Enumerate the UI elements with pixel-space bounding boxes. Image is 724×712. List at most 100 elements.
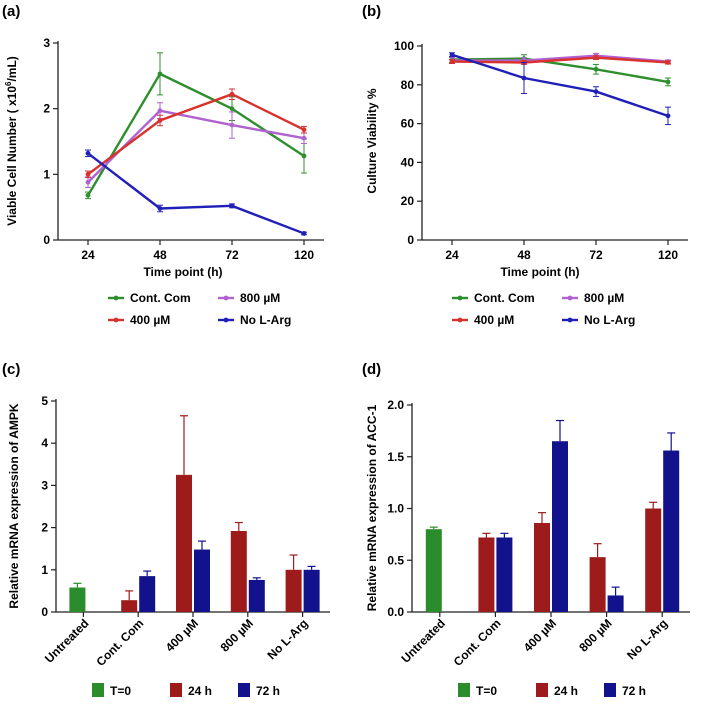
legend-label: 400 µM — [130, 313, 170, 327]
y-tick-label: 1.0 — [387, 502, 404, 516]
y-tick-label: 0 — [43, 233, 50, 247]
data-point — [229, 91, 235, 97]
data-point — [301, 153, 307, 159]
y-axis-label: Viable Cell Number ( x106/mL) — [4, 56, 19, 226]
x-tick-label: 400 µM — [521, 616, 559, 654]
series-line-400 µM — [87, 92, 305, 176]
y-tick-label: 0 — [41, 605, 48, 619]
y-tick-label: 3 — [43, 36, 50, 50]
y-axis-label: Relative mRNA expression of ACC-1 — [365, 404, 379, 611]
bar-24 h-800 µM — [589, 557, 606, 612]
legend-swatch — [604, 683, 616, 697]
y-tick-label: 100 — [394, 39, 414, 53]
legend-label: Cont. Com — [130, 291, 191, 305]
legend-swatch — [536, 683, 548, 697]
x-tick-label: 800 µM — [576, 616, 614, 654]
x-tick-label: 800 µM — [218, 616, 256, 654]
panel-c: (c) 0 1 2 3 4 5 Relative mRNA expression of AM… — [2, 361, 330, 698]
x-tick-label: 24 — [445, 248, 459, 262]
bar-72 h-800 µM — [607, 595, 624, 612]
data-point — [521, 75, 527, 81]
legend-label: 24 h — [554, 684, 578, 698]
bar-72 h-No L-Arg — [663, 450, 680, 612]
x-tick-label: 120 — [658, 248, 678, 262]
x-tick-label: Untreated — [42, 616, 92, 666]
legend-marker — [223, 317, 229, 323]
x-tick-label: No L-Arg — [265, 616, 311, 662]
x-tick-label: 400 µM — [163, 616, 201, 654]
series-line-No L-Arg — [451, 53, 669, 117]
legend-swatch — [92, 683, 104, 697]
y-tick-label: 40 — [401, 155, 415, 169]
y-tick-label: 1 — [43, 167, 50, 181]
y-axis-label: Relative mRNA expression of AMPK — [7, 403, 21, 608]
bar-T=0-Untreated — [425, 529, 442, 612]
legend-label: Cont. Com — [474, 291, 535, 305]
panel-c-label: (c) — [2, 361, 20, 378]
data-point — [593, 66, 599, 72]
x-tick-label: 24 — [81, 248, 95, 262]
bar-24 h-400 µM — [534, 522, 550, 612]
y-tick-label: 2 — [43, 102, 50, 116]
data-point — [665, 60, 671, 65]
bar-72 h-400 µM — [552, 441, 568, 612]
data-point — [301, 127, 307, 133]
bar-72 h-Cont. Com — [496, 537, 513, 612]
panel-d-label: (d) — [362, 361, 381, 378]
panel-a-label: (a) — [2, 3, 20, 20]
legend-marker — [113, 317, 119, 323]
bar-24 h-400 µM — [176, 474, 192, 612]
legend-swatch — [170, 683, 182, 697]
legend-swatch — [458, 683, 470, 697]
legend-label: No L-Arg — [584, 313, 635, 327]
bar-72 h-400 µM — [194, 549, 210, 612]
legend-label: T=0 — [110, 684, 131, 698]
y-tick-label: 1 — [41, 563, 48, 577]
x-tick-label: 48 — [153, 248, 167, 262]
series-line-800 µM — [452, 54, 669, 63]
data-point — [229, 203, 235, 209]
x-tick-label: Cont. Com — [451, 616, 504, 669]
data-point — [157, 108, 163, 114]
x-axis-label: Time point (h) — [143, 265, 222, 279]
bar-24 h-No L-Arg — [285, 569, 302, 612]
legend-marker — [567, 295, 573, 301]
x-tick-label: No L-Arg — [624, 616, 670, 662]
data-point — [301, 231, 307, 236]
y-tick-label: 60 — [401, 117, 415, 131]
bar-24 h-Cont. Com — [478, 537, 495, 612]
y-axis-label-unit: /mL) — [5, 56, 19, 81]
data-point — [449, 52, 455, 58]
x-tick-label: Untreated — [398, 616, 448, 666]
y-tick-label: 20 — [401, 194, 415, 208]
legend-label: No L-Arg — [240, 313, 291, 327]
bar-T=0-Untreated — [69, 587, 86, 612]
data-point — [157, 71, 163, 77]
data-point — [157, 206, 163, 211]
data-point — [85, 179, 91, 185]
series-line-No L-Arg — [87, 152, 305, 235]
series-line-Cont. Com — [451, 57, 669, 84]
legend-label: 72 h — [622, 684, 646, 698]
legend-label: 400 µM — [474, 313, 514, 327]
panel-b: (b) 0 20 40 60 80 100 Culture Viability % 24 48 7… — [362, 3, 688, 327]
x-axis-label: Time point (h) — [500, 265, 579, 279]
bar-24 h-Cont. Com — [121, 600, 138, 612]
y-tick-label: 0.0 — [387, 605, 404, 619]
x-tick-label: 72 — [225, 248, 239, 262]
x-tick-label: 48 — [517, 248, 531, 262]
data-point — [665, 113, 671, 119]
x-tick-label: 72 — [589, 248, 603, 262]
bar-72 h-No L-Arg — [303, 569, 320, 612]
data-point — [85, 192, 91, 198]
legend-label: 800 µM — [584, 291, 624, 305]
y-tick-label: 3 — [41, 478, 48, 492]
series-line-400 µM — [451, 56, 669, 64]
data-point — [229, 106, 235, 112]
bar-24 h-No L-Arg — [645, 508, 662, 612]
legend-marker — [223, 295, 229, 301]
data-point — [157, 118, 163, 123]
legend-marker — [113, 295, 119, 301]
y-tick-label: 4 — [41, 436, 48, 450]
superscript: 6 — [4, 81, 13, 86]
